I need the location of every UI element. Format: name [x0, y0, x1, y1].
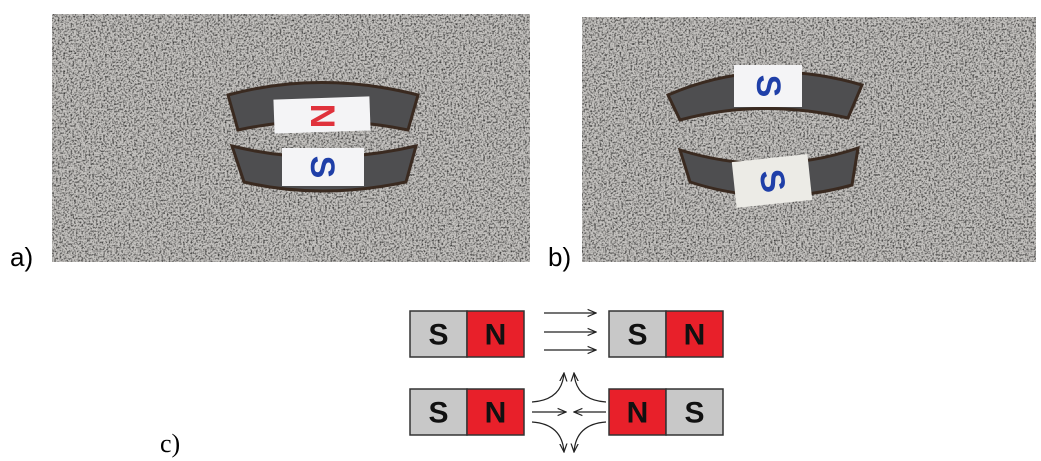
photo-a: N S	[52, 14, 530, 262]
pole-label: N	[627, 397, 649, 430]
pole-label: S	[428, 319, 448, 352]
magnet-pole	[608, 388, 667, 436]
pole-label: S	[684, 397, 704, 430]
pole-label: N	[684, 319, 706, 352]
photo-tag: S	[303, 156, 341, 179]
panel-label: b)	[548, 242, 571, 272]
magnet-pole	[466, 310, 525, 358]
magnet-pole	[409, 310, 468, 358]
magnet-pole	[409, 388, 468, 436]
magnet-pole	[665, 310, 724, 358]
magnets: S N S N S N N S	[409, 310, 724, 436]
magnet-pole	[466, 388, 525, 436]
field-arrows	[531, 313, 607, 452]
photo-tag: N	[303, 104, 341, 129]
pole-label: N	[485, 319, 507, 352]
photo-b: S S	[582, 17, 1036, 262]
magnet-pole	[608, 310, 667, 358]
pole-label: S	[627, 319, 647, 352]
pole-label: N	[485, 397, 507, 430]
panel-label: a)	[10, 242, 33, 272]
photo-tag: S	[749, 75, 787, 98]
panel-label: c)	[160, 429, 180, 458]
pole-label: S	[428, 397, 448, 430]
magnet-pole	[665, 388, 724, 436]
